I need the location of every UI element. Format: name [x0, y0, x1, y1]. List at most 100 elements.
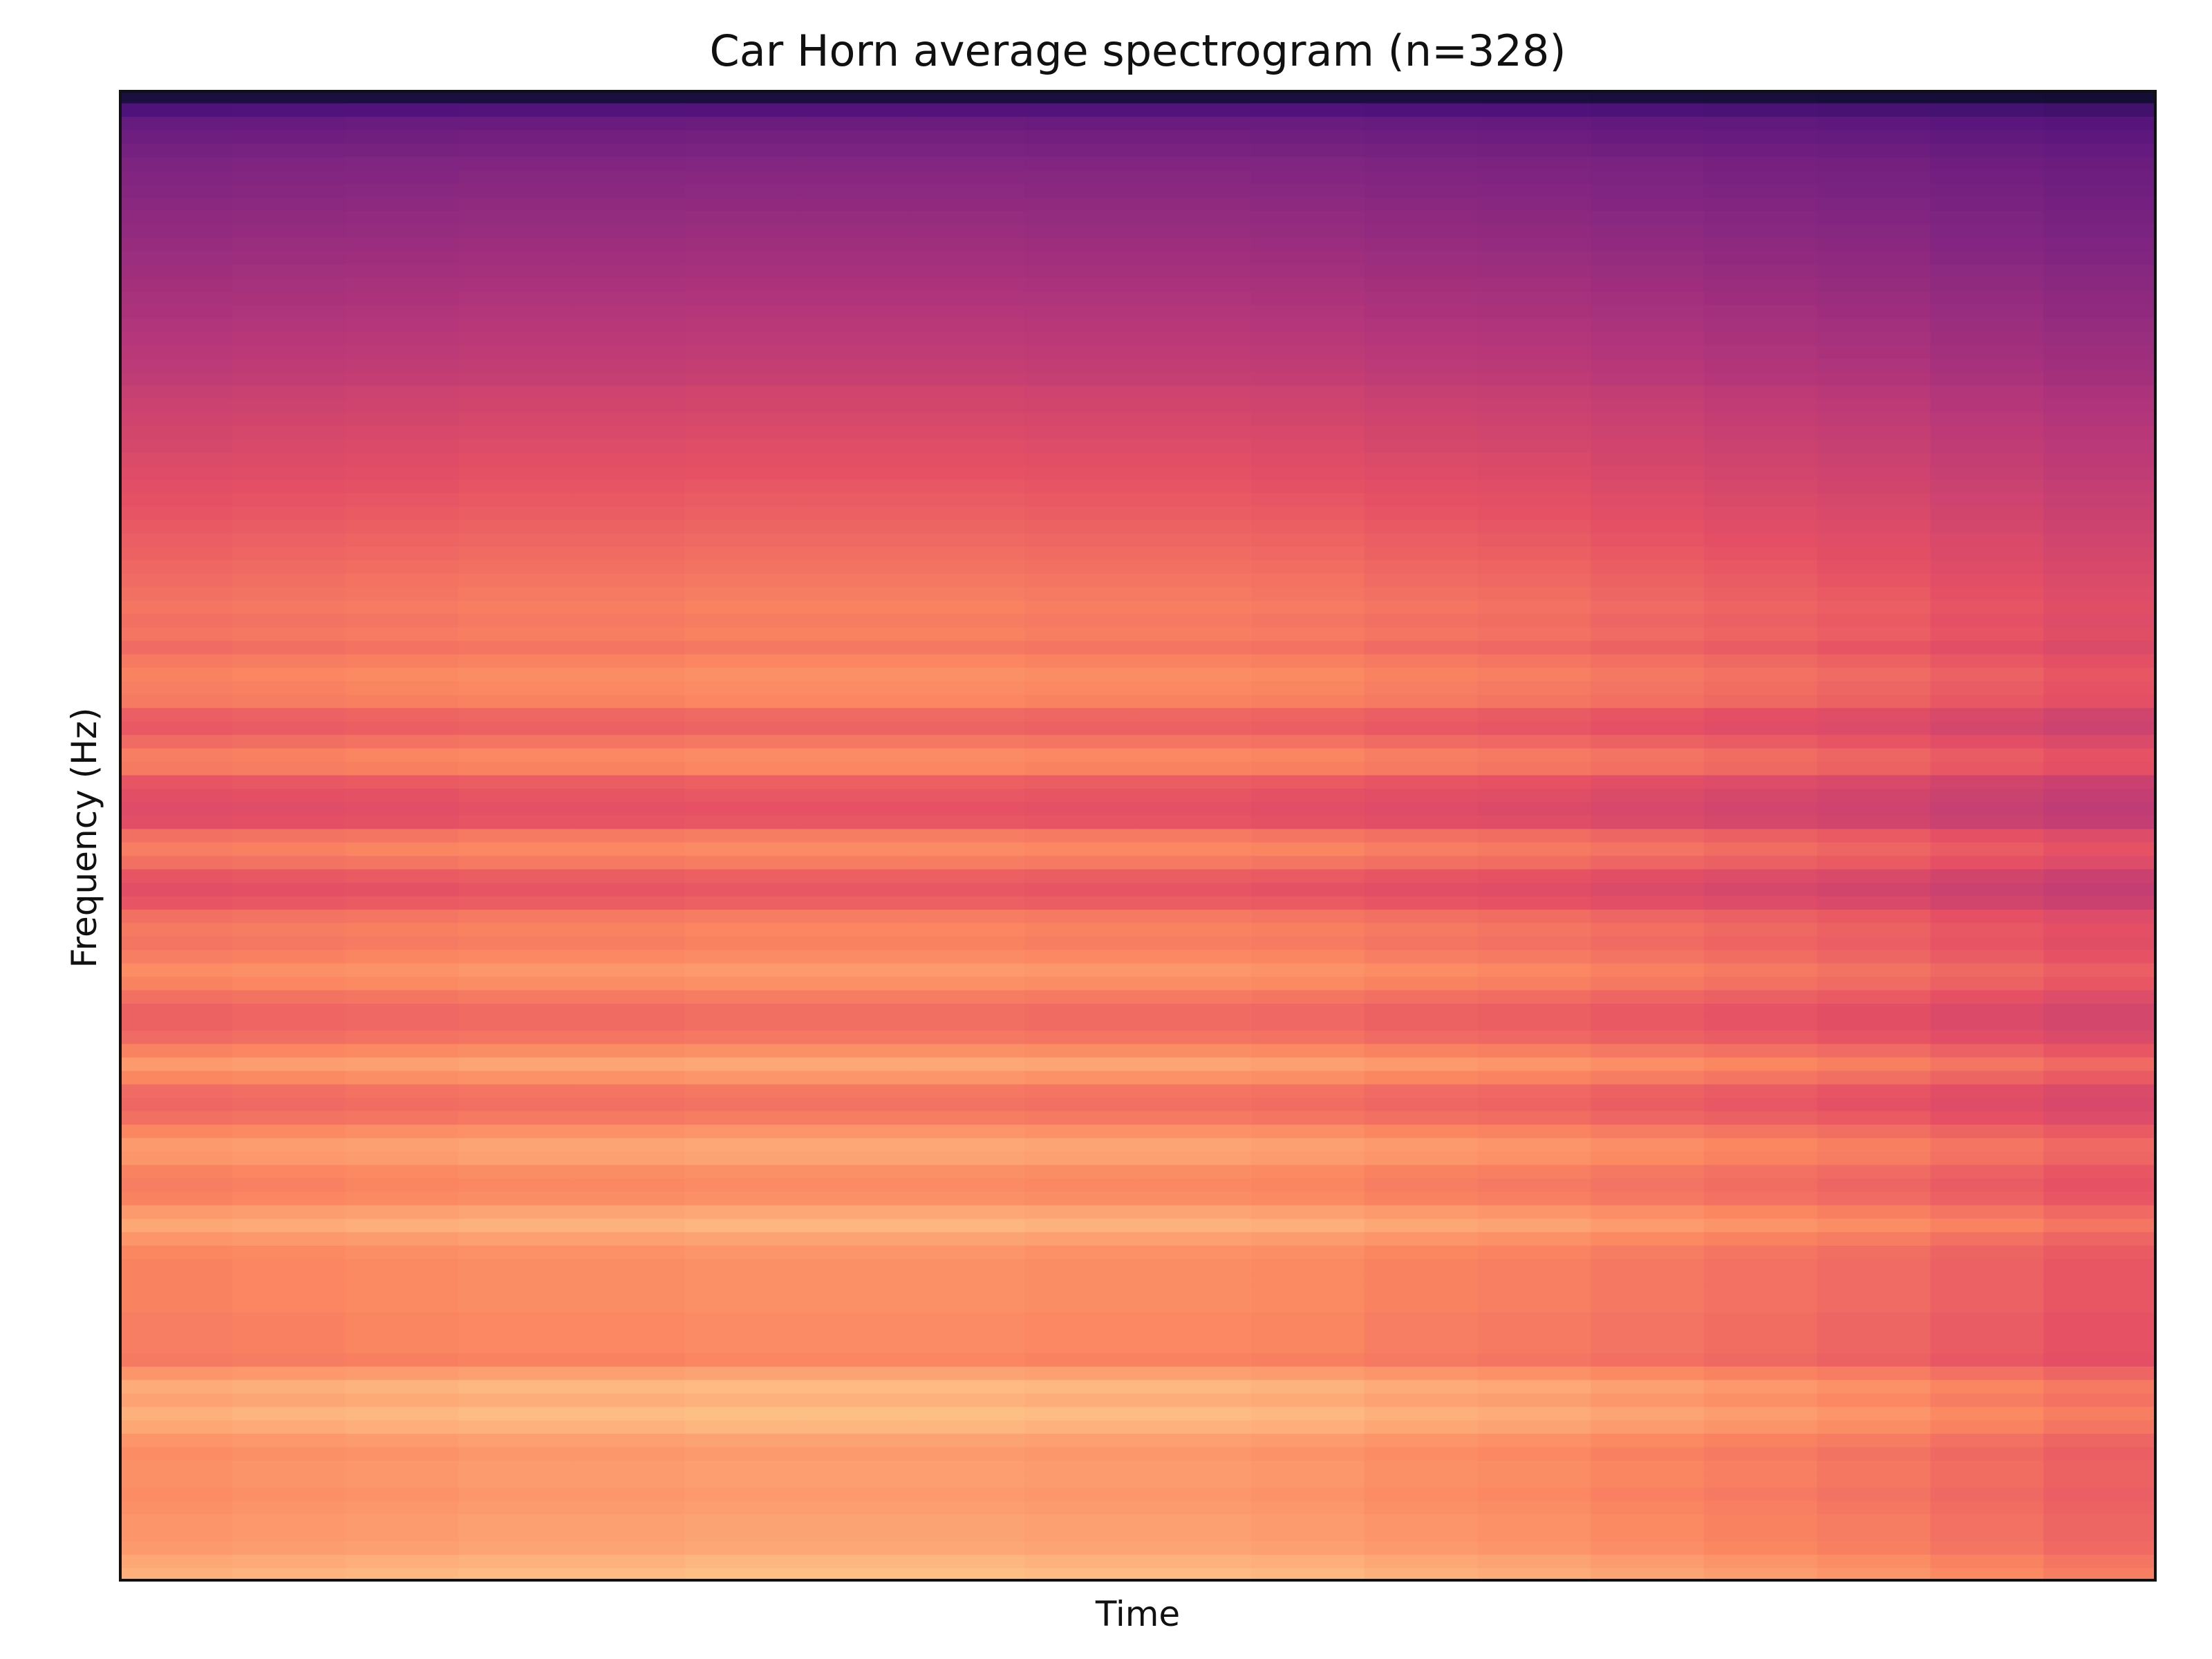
- heatmap-cell: [1930, 143, 2045, 158]
- heatmap-cell: [1591, 103, 1705, 118]
- heatmap-cell: [1364, 560, 1479, 574]
- heatmap-cell: [1024, 815, 1138, 830]
- heatmap-cell: [1703, 264, 1818, 279]
- heatmap-cell: [1591, 1098, 1705, 1112]
- heatmap-cell: [458, 224, 573, 238]
- heatmap-cell: [684, 1232, 799, 1246]
- heatmap-cell: [119, 923, 233, 937]
- heatmap-cell: [1250, 829, 1365, 843]
- heatmap-cell: [119, 1326, 233, 1341]
- heatmap-cell: [1591, 654, 1705, 668]
- heatmap-cell: [1024, 587, 1138, 601]
- heatmap-cell: [798, 385, 912, 400]
- heatmap-cell: [911, 143, 1026, 158]
- heatmap-cell: [1364, 547, 1479, 561]
- heatmap-cell: [1138, 1501, 1252, 1515]
- heatmap-cell: [1703, 399, 1818, 413]
- heatmap-cell: [458, 184, 573, 198]
- heatmap-cell: [1364, 896, 1479, 910]
- heatmap-cell: [345, 1071, 460, 1085]
- heatmap-cell: [1138, 385, 1252, 400]
- heatmap-cell: [119, 1313, 233, 1327]
- heatmap-cell: [684, 842, 799, 857]
- heatmap-cell: [798, 520, 912, 534]
- heatmap-cell: [911, 1393, 1026, 1408]
- heatmap-cell: [345, 1219, 460, 1233]
- heatmap-cell: [684, 412, 799, 427]
- heatmap-cell: [1591, 1165, 1705, 1179]
- heatmap-cell: [1024, 1178, 1138, 1193]
- heatmap-cell: [1703, 1420, 1818, 1435]
- heatmap-cell: [458, 1192, 573, 1206]
- heatmap-cell: [1364, 237, 1479, 252]
- heatmap-cell: [572, 358, 686, 373]
- heatmap-cell: [1364, 587, 1479, 601]
- heatmap-cell: [119, 1098, 233, 1112]
- heatmap-cell: [1703, 412, 1818, 427]
- heatmap-cell: [1703, 1474, 1818, 1488]
- heatmap-cell: [345, 1340, 460, 1354]
- heatmap-cell: [572, 1407, 686, 1421]
- heatmap-cell: [572, 815, 686, 830]
- heatmap-cell: [572, 157, 686, 171]
- heatmap-cell: [232, 103, 346, 118]
- heatmap-cell: [1250, 721, 1365, 736]
- heatmap-cell: [1024, 1004, 1138, 1018]
- heatmap-cell: [1024, 775, 1138, 789]
- heatmap-cell: [684, 103, 799, 118]
- heatmap-cell: [572, 412, 686, 427]
- heatmap-cell: [1364, 1353, 1479, 1367]
- heatmap-cell: [1817, 237, 1931, 252]
- heatmap-cell: [1703, 452, 1818, 467]
- heatmap-cell: [232, 237, 346, 252]
- heatmap-cell: [1364, 1219, 1479, 1233]
- heatmap-cell: [458, 385, 573, 400]
- heatmap-cell: [684, 1192, 799, 1206]
- heatmap-cell: [1930, 291, 2045, 306]
- heatmap-cell: [1930, 896, 2045, 910]
- heatmap-cell: [232, 923, 346, 937]
- heatmap-cell: [1477, 573, 1592, 588]
- heatmap-cell: [684, 1272, 799, 1287]
- heatmap-cell: [911, 1004, 1026, 1018]
- heatmap-cell: [911, 1514, 1026, 1529]
- heatmap-cell: [1138, 1541, 1252, 1556]
- heatmap-cell: [1024, 600, 1138, 615]
- heatmap-cell: [1138, 694, 1252, 709]
- heatmap-cell: [1817, 735, 1931, 749]
- heatmap-cell: [911, 1407, 1026, 1421]
- heatmap-cell: [1703, 1151, 1818, 1166]
- heatmap-cell: [1477, 385, 1592, 400]
- heatmap-cell: [798, 318, 912, 332]
- heatmap-cell: [1477, 466, 1592, 480]
- heatmap-cell: [232, 1151, 346, 1166]
- heatmap-cell: [1364, 802, 1479, 816]
- heatmap-cell: [1250, 667, 1365, 682]
- heatmap-cell: [1364, 210, 1479, 225]
- heatmap-cell: [1703, 1138, 1818, 1152]
- heatmap-cell: [1703, 210, 1818, 225]
- heatmap-cell: [1703, 1084, 1818, 1099]
- heatmap-cell: [345, 1380, 460, 1394]
- heatmap-cell: [911, 1299, 1026, 1314]
- heatmap-cell: [458, 654, 573, 668]
- heatmap-cell: [1703, 1044, 1818, 1058]
- heatmap-cell: [1930, 1420, 2045, 1435]
- heatmap-cell: [1024, 358, 1138, 373]
- heatmap-cell: [345, 1232, 460, 1246]
- heatmap-cell: [1817, 654, 1931, 668]
- heatmap-cell: [1591, 278, 1705, 292]
- heatmap-cell: [572, 1138, 686, 1152]
- heatmap-cell: [2043, 950, 2157, 964]
- heatmap-cell: [684, 385, 799, 400]
- heatmap-cell: [345, 210, 460, 225]
- heatmap-cell: [572, 614, 686, 628]
- heatmap-cell: [798, 963, 912, 978]
- heatmap-cell: [1477, 1286, 1592, 1300]
- heatmap-cell: [458, 506, 573, 521]
- heatmap-cell: [798, 869, 912, 884]
- heatmap-cell: [2043, 829, 2157, 843]
- heatmap-cell: [1024, 493, 1138, 507]
- heatmap-cell: [1477, 614, 1592, 628]
- heatmap-cell: [1817, 909, 1931, 924]
